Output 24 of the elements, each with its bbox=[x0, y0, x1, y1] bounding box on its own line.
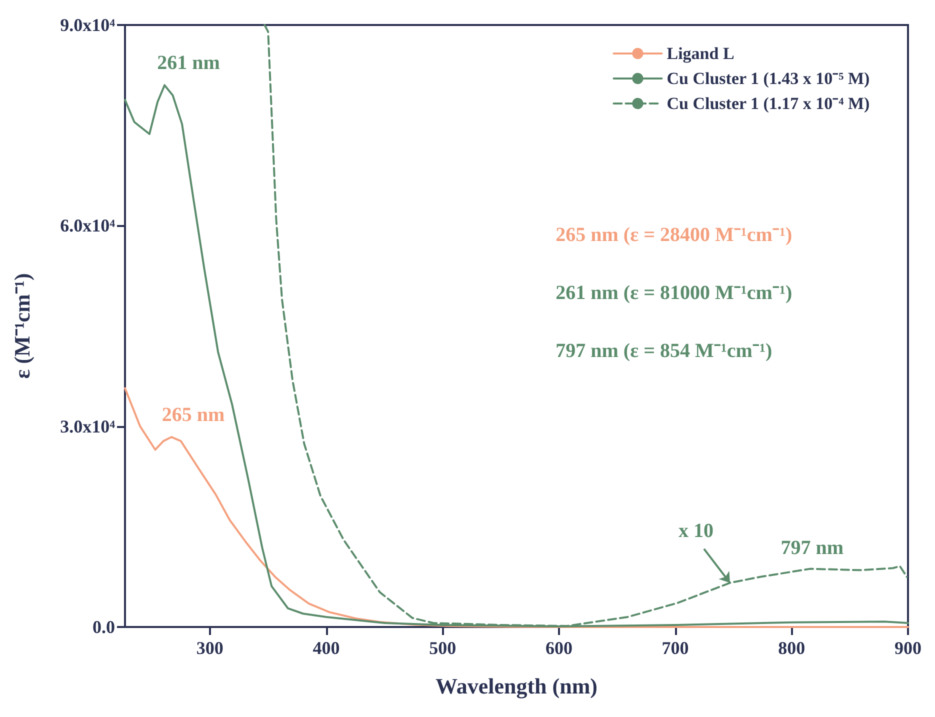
annotation: 265 nm bbox=[162, 404, 225, 426]
x-tick-label: 700 bbox=[662, 638, 689, 658]
annotation: x 10 bbox=[678, 520, 714, 542]
y-tick-label: 6.0x10⁴ bbox=[60, 216, 116, 236]
x-tick-label: 800 bbox=[778, 638, 806, 658]
y-tick-label: 0.0 bbox=[92, 617, 115, 637]
annotation: 261 nm bbox=[157, 52, 220, 74]
annotation: 265 nm (ε = 28400 M⁻¹cm⁻¹) bbox=[556, 224, 792, 246]
x-tick-label: 600 bbox=[545, 638, 572, 658]
legend-label: Cu Cluster 1 (1.17 x 10⁻⁴ M) bbox=[666, 94, 870, 113]
x-tick-label: 900 bbox=[894, 638, 922, 658]
annotation: 261 nm (ε = 81000 M⁻¹cm⁻¹) bbox=[556, 282, 792, 304]
annotation: 797 nm (ε = 854 M⁻¹cm⁻¹) bbox=[556, 340, 772, 362]
x-tick-label: 400 bbox=[312, 638, 340, 658]
annotation: 797 nm bbox=[780, 536, 844, 559]
x-tick-label: 500 bbox=[429, 638, 456, 658]
x-tick-label: 300 bbox=[196, 638, 224, 658]
legend-label: Cu Cluster 1 (1.43 x 10⁻⁵ M) bbox=[666, 69, 870, 88]
y-tick-label: 9.0x10⁴ bbox=[60, 15, 116, 35]
line-series bbox=[124, 387, 909, 628]
y-axis-title: ε (M⁻¹cm⁻¹) bbox=[10, 273, 34, 379]
x-axis-title: Wavelength (nm) bbox=[436, 674, 598, 698]
y-tick-label: 3.0x10⁴ bbox=[60, 416, 116, 436]
legend-label: Ligand L bbox=[666, 44, 734, 63]
